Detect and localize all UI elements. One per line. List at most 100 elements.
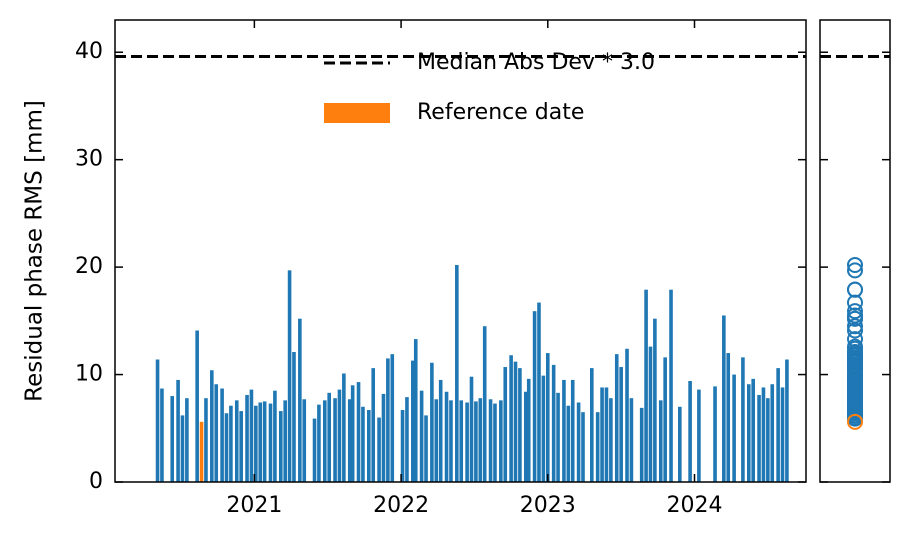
legend-label: Median Abs Dev * 3.0 [417, 50, 655, 75]
legend-label: Reference date [417, 100, 584, 125]
bar [499, 400, 503, 482]
bar [761, 387, 766, 482]
bar [204, 398, 208, 482]
bar [298, 318, 302, 482]
y-tick-label: 20 [75, 254, 103, 279]
bar [312, 418, 317, 482]
side-point [847, 262, 863, 279]
bar [405, 397, 409, 482]
bar [576, 402, 581, 482]
bar [625, 348, 629, 482]
bar [526, 378, 531, 482]
bar [482, 326, 487, 482]
bar [537, 302, 541, 482]
bar [438, 379, 443, 482]
bar [430, 362, 434, 482]
bar [413, 339, 418, 482]
side-point [847, 294, 863, 311]
bar [317, 404, 321, 482]
bar [386, 358, 390, 482]
bar [780, 387, 785, 482]
side-point [847, 338, 863, 355]
bar [245, 394, 249, 482]
bar [262, 401, 267, 482]
bar [287, 270, 292, 482]
bar [419, 390, 424, 482]
bar [741, 357, 745, 482]
side-frame [819, 19, 891, 483]
side-point [847, 351, 863, 368]
bar [488, 399, 493, 482]
bar [160, 388, 164, 482]
bar [283, 400, 287, 482]
bar [333, 398, 337, 482]
bar [347, 399, 352, 482]
bar [361, 406, 365, 482]
bar [669, 289, 673, 482]
bar [562, 379, 566, 482]
bar [229, 405, 233, 482]
bar [713, 386, 717, 482]
bar [444, 391, 449, 482]
side-point [847, 256, 863, 273]
bar [210, 370, 214, 482]
bar [474, 401, 478, 482]
bar [185, 398, 189, 482]
bar [249, 389, 254, 482]
bar [570, 379, 575, 482]
bar [224, 413, 229, 482]
y-tick-label: 0 [89, 469, 103, 494]
plot-frame [114, 19, 807, 483]
bar [424, 415, 428, 482]
bar [356, 382, 361, 482]
side-point [847, 360, 863, 377]
x-tick-label: 2021 [226, 493, 282, 518]
bar [751, 378, 755, 482]
bar [449, 400, 453, 482]
x-tick-label: 2023 [520, 493, 576, 518]
bar [155, 359, 160, 482]
bar [278, 411, 283, 482]
y-tick-label: 10 [75, 362, 103, 387]
bar [469, 376, 474, 482]
reference-bar [199, 421, 204, 482]
bar [556, 392, 560, 482]
side-point [847, 370, 863, 387]
bar [688, 381, 692, 482]
bar [342, 373, 346, 482]
side-point [847, 307, 863, 324]
bar [509, 355, 513, 482]
bar [732, 374, 736, 482]
bar [766, 398, 770, 482]
bar [170, 396, 175, 482]
bar [411, 360, 415, 482]
bar [776, 368, 780, 482]
bar [258, 402, 263, 482]
bar [459, 400, 464, 482]
side-point [847, 398, 863, 415]
bar [644, 289, 648, 482]
bar [220, 388, 224, 482]
bar [493, 403, 497, 482]
bar [377, 417, 381, 482]
bar [322, 400, 327, 482]
bar [639, 407, 644, 482]
bar [327, 392, 331, 482]
bar [663, 357, 667, 482]
bar [503, 367, 508, 482]
bar [551, 364, 556, 482]
bar [600, 387, 604, 482]
bar [292, 351, 296, 482]
bar [268, 403, 273, 482]
reference-point [847, 413, 863, 430]
y-tick-label: 40 [75, 39, 103, 64]
bar [254, 405, 258, 482]
side-point [847, 318, 863, 335]
bar [455, 264, 459, 482]
bar [465, 402, 469, 482]
bar [350, 385, 355, 482]
side-point [847, 322, 863, 339]
bar [648, 346, 653, 482]
bar [180, 415, 185, 482]
